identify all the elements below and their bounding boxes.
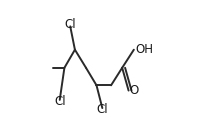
Text: Cl: Cl	[64, 18, 76, 31]
Text: OH: OH	[135, 43, 153, 56]
Text: Cl: Cl	[97, 103, 108, 116]
Text: Cl: Cl	[54, 95, 66, 108]
Text: O: O	[130, 84, 139, 97]
